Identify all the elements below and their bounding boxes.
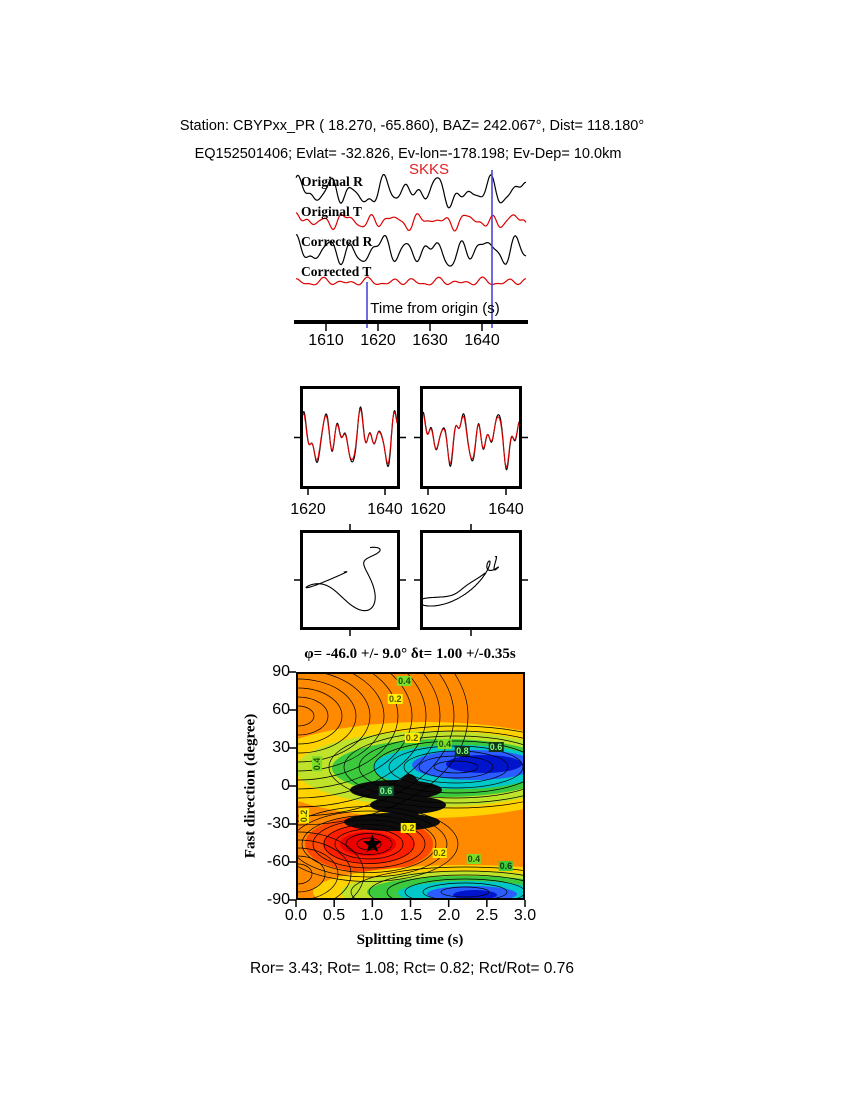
contour-line [358,735,525,799]
time-tick-label: 1640 [464,332,500,349]
contour-line [343,730,525,804]
contour-line [373,740,525,794]
contour-level-label: 0.2 [404,732,420,743]
station-header: Station: CBYPxx_PR ( 18.270, -65.860), B… [179,118,645,134]
phase-label: SKKS [409,161,450,178]
contour-line [386,874,525,900]
event-header: EQ152501406; Evlat= -32.826, Ev-lon=-178… [194,146,622,162]
contour-level-label: 0.8 [455,745,470,756]
phi-tick-label: 60 [272,701,290,718]
phi-tick-label: 30 [272,739,290,756]
zoom-trace [423,413,519,468]
zoom-trace [303,408,397,464]
particle-panel-frame [300,530,400,630]
trace-original-t [295,212,527,232]
splitting-error-surface [296,672,525,900]
time-tick-label: 1610 [308,332,344,349]
contour-level-label: 0.6 [378,786,394,797]
contour-line [296,806,459,882]
time-tick-label: 1620 [360,332,396,349]
best-solution-star [362,834,382,853]
contour-line [418,755,494,779]
zoom-panel-1 [300,386,400,489]
surface-color-region [396,774,422,822]
contour-level-label: 0.6 [498,860,514,871]
phi-tick-label: 0 [281,777,290,794]
dt-tick-label: 2.5 [475,907,499,924]
surface-color-region [453,890,497,900]
particle-motion-curve [423,555,499,607]
contour-level-label: 0.2 [298,809,309,824]
dt-tick-label: 3.0 [513,907,537,924]
contour-level-label: 0.4 [397,675,412,686]
contour-line [312,819,426,869]
contour-line [301,815,437,873]
result-title: φ= -46.0 +/- 9.0° δt= 1.00 +/-0.35s [304,646,516,662]
contour-line [440,886,490,898]
contour-line [334,828,404,860]
contour-level-label: 0.4 [312,757,323,772]
zoom-tick-label: 1620 [410,501,446,518]
contour-level-label: 0.4 [437,739,453,750]
contour-line [296,810,448,878]
statistics-line: Ror= 3.43; Rot= 1.08; Rct= 0.82; Rct/Rot… [250,960,574,977]
time-tick-label: 1630 [412,332,448,349]
phi-tick-label: -60 [266,853,290,870]
surface-frame [296,672,525,900]
dt-tick-label: 1.5 [399,907,423,924]
zoom-panel-2 [420,386,522,489]
dt-tick-label: 0.5 [322,907,346,924]
phi-tick-label: 90 [272,663,290,680]
zoom-tick-label: 1640 [488,501,524,518]
dt-tick-label: 2.0 [437,907,461,924]
contour-line [368,870,525,900]
particle-motion-curve [305,546,381,612]
waveform-panel [294,170,528,636]
phi-tick-label: -30 [266,815,290,832]
splitting-time-axis-label: Splitting time (s) [356,932,464,948]
zoom-panel-frame [300,386,400,489]
trace-corrected-t [295,276,527,286]
particle-motion-panel-1 [300,530,400,630]
contour-line [350,866,525,900]
surface-color-region [446,755,522,773]
trace-label-corrected-t: Corrected T [301,264,372,279]
trace-label-corrected-r: Corrected R [301,234,373,249]
particle-panel-frame [420,530,522,630]
trace-label-original-t: Original T [301,204,362,219]
zoom-tick-label: 1620 [290,501,326,518]
dt-tick-label: 0.0 [284,907,308,924]
contour-line [433,760,479,774]
contour-line [345,833,393,855]
particle-motion-panel-2 [420,530,522,630]
contour-level-label: 0.4 [466,854,482,865]
contour-level-label: 0.2 [400,822,416,833]
zoom-tick-label: 1640 [367,501,403,518]
time-axis-label: Time from origin (s) [370,300,500,317]
trace-label-original-r: Original R [301,174,363,189]
contour-line [422,882,508,900]
contour-line [404,878,525,900]
dt-tick-label: 1.0 [360,907,384,924]
phi-tick-label: -90 [266,891,290,908]
trace-original-r [295,174,527,209]
contour-level-label: 0.2 [387,693,403,704]
trace-corrected-r [295,233,527,267]
contour-line [328,725,525,809]
contour-level-label: 0.6 [488,741,504,752]
contour-level-label: 0.2 [432,848,447,859]
zoom-panel-frame [420,386,522,489]
